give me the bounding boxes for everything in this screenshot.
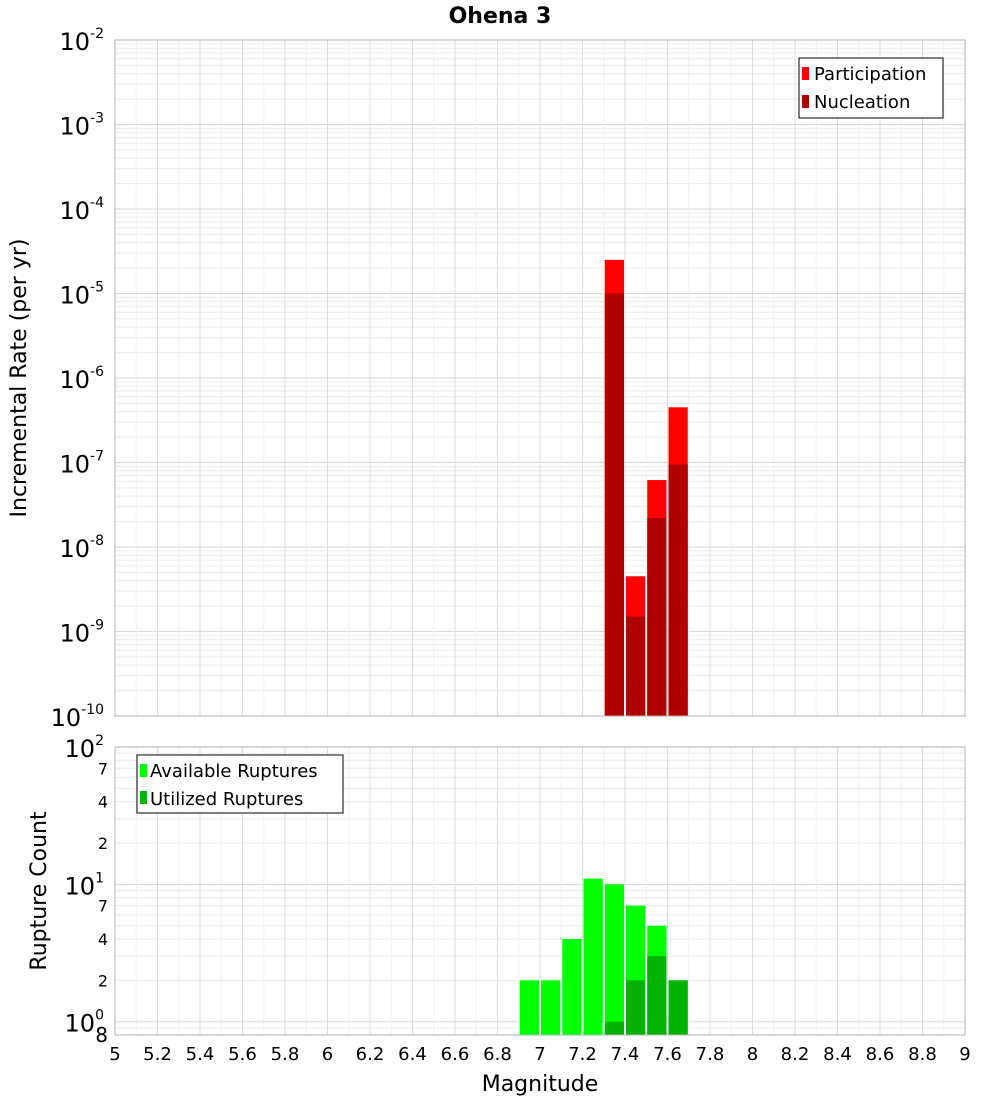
x-tick-label: 8.2 xyxy=(781,1044,810,1065)
bottom-y-minor-tick-label: 2 xyxy=(98,834,108,853)
bottom-plot-border xyxy=(114,746,966,1036)
x-tick-label: 9 xyxy=(959,1044,970,1065)
bottom-panel: 102 101 100 7 4 2 7 4 2 8 5 5.2 5.4 5.6 5.8 6 6.2 6.4 6.6… xyxy=(27,733,971,1097)
top-y-axis-label: Incremental Rate (per yr) xyxy=(7,239,32,518)
bottom-y-minor-tick-label: 2 xyxy=(98,971,108,990)
x-tick-label: 5.4 xyxy=(186,1044,215,1065)
x-tick-label: 7.6 xyxy=(653,1044,682,1065)
legend-swatch-nucleation xyxy=(802,95,809,108)
bottom-y-minor-tick-label: 4 xyxy=(98,930,108,949)
bottom-y-minor-tick-label: 7 xyxy=(98,759,108,778)
x-tick-label: 7.2 xyxy=(568,1044,597,1065)
top-y-tick-label: 10-3 xyxy=(59,111,104,141)
x-tick-label: 8 xyxy=(747,1044,758,1065)
top-legend: Participation Nucleation xyxy=(798,57,944,119)
x-tick-label: 6.8 xyxy=(483,1044,512,1065)
bar-nucleation xyxy=(604,293,624,716)
x-tick-label: 7.4 xyxy=(611,1044,640,1065)
bottom-y-axis-label: Rupture Count xyxy=(27,811,52,971)
bottom-y-tick-label: 102 xyxy=(65,733,104,763)
bar-nucleation xyxy=(668,464,688,716)
bottom-y-edge-tick-label: 8 xyxy=(95,1023,108,1047)
x-tick-label: 5.8 xyxy=(271,1044,300,1065)
bar-utilized-ruptures xyxy=(668,980,688,1035)
top-y-tick-label: 10-5 xyxy=(59,280,104,310)
top-y-tick-labels: 10-2 10-3 10-4 10-5 10-6 10-7 10-8 10-9 10-10 xyxy=(51,26,105,732)
x-tick-label: 6.2 xyxy=(356,1044,385,1065)
bar-utilized-ruptures xyxy=(647,956,667,1035)
top-y-tick-label: 10-7 xyxy=(59,449,104,479)
legend-swatch-utilized xyxy=(140,791,147,804)
top-y-tick-label: 10-6 xyxy=(59,364,104,394)
bottom-y-tick-label: 100 xyxy=(65,1008,104,1038)
x-tick-label: 5.2 xyxy=(143,1044,172,1065)
top-gridlines xyxy=(114,39,966,717)
x-tick-label: 6 xyxy=(322,1044,333,1065)
top-legend-box xyxy=(798,57,944,119)
top-y-tick-label: 10-2 xyxy=(59,26,104,56)
top-y-tick-label: 10-4 xyxy=(59,195,104,225)
bar-utilized-ruptures xyxy=(626,980,646,1035)
bottom-legend-box xyxy=(136,754,344,814)
bar-available-ruptures xyxy=(562,939,582,1035)
x-tick-label: 7.8 xyxy=(696,1044,725,1065)
legend-label-participation: Participation xyxy=(814,64,926,85)
top-y-tick-label: 10-10 xyxy=(51,702,104,732)
chart-title: Ohena 3 xyxy=(449,4,552,29)
x-tick-label: 5 xyxy=(109,1044,120,1065)
x-tick-labels: 5 5.2 5.4 5.6 5.8 6 6.2 6.4 6.6 6.8 7 7.2 7.4 7.6 7.8 8… xyxy=(109,1044,970,1065)
top-panel: 10-2 10-3 10-4 10-5 10-6 10-7 10-8 10-9 10-10 In… xyxy=(7,26,966,732)
top-y-tick-label: 10-8 xyxy=(59,533,104,563)
top-y-tick-label: 10-9 xyxy=(59,618,104,648)
bar-available-ruptures xyxy=(604,884,624,1035)
x-tick-label: 6.6 xyxy=(441,1044,470,1065)
x-tick-label: 8.6 xyxy=(866,1044,895,1065)
bar-nucleation xyxy=(626,616,646,716)
x-tick-label: 8.8 xyxy=(908,1044,937,1065)
bottom-y-tick-label: 101 xyxy=(65,870,104,900)
bottom-y-minor-tick-label: 7 xyxy=(98,897,108,916)
bottom-y-minor-tick-label: 4 xyxy=(98,793,108,812)
bar-available-ruptures xyxy=(519,980,539,1035)
bar-available-ruptures xyxy=(541,980,561,1035)
x-tick-label: 7 xyxy=(534,1044,545,1065)
bottom-gridlines xyxy=(114,746,966,1036)
legend-swatch-available xyxy=(140,764,147,777)
bar-available-ruptures xyxy=(583,878,603,1035)
bottom-legend: Available Ruptures Utilized Ruptures xyxy=(136,754,344,814)
bottom-bars xyxy=(519,878,688,1035)
x-axis-label: Magnitude xyxy=(482,1072,599,1097)
x-tick-label: 5.6 xyxy=(228,1044,257,1065)
legend-swatch-participation xyxy=(802,67,809,80)
bar-utilized-ruptures xyxy=(604,1021,624,1035)
legend-label-utilized: Utilized Ruptures xyxy=(150,789,303,810)
top-bars xyxy=(604,259,688,716)
legend-label-available: Available Ruptures xyxy=(150,761,318,782)
top-plot-border xyxy=(114,39,966,717)
x-tick-label: 6.4 xyxy=(398,1044,427,1065)
x-tick-label: 8.4 xyxy=(823,1044,852,1065)
bottom-y-tick-labels: 102 101 100 7 4 2 7 4 2 8 xyxy=(65,733,108,1047)
bar-nucleation xyxy=(647,518,667,716)
legend-label-nucleation: Nucleation xyxy=(814,92,910,113)
